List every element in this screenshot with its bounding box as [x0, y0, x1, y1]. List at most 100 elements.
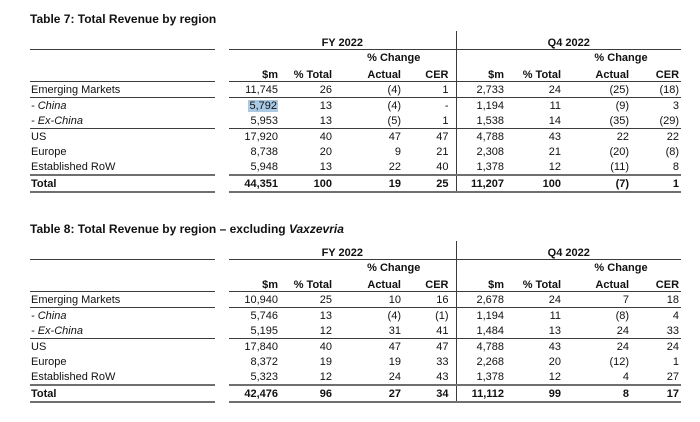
cell-q4-actual: 7 — [561, 291, 630, 308]
row-label: Established RoW — [31, 370, 116, 383]
cell-fy-actual: 22 — [388, 160, 401, 173]
header-spacer — [229, 50, 332, 65]
column-header-row: $m % Total Actual CER $m % Total Actual … — [30, 274, 682, 292]
header-spacer — [229, 260, 332, 275]
column-header-row: $m % Total Actual CER $m % Total Actual … — [30, 64, 682, 82]
fy-column-header-actual: Actual — [332, 274, 401, 292]
cell-fy-cer: 47 — [436, 130, 449, 143]
cell-fy-m: 8,738 — [250, 145, 278, 158]
table8-title-text: Table 8: Total Revenue by region – exclu… — [30, 222, 289, 236]
cell-fy-total: 12 — [319, 370, 332, 383]
fy-column-header-total: % Total — [278, 64, 332, 82]
cell-q4-m: 1,194 — [455, 97, 505, 113]
header-spacer — [455, 49, 562, 64]
cell-q4-m: 1,484 — [455, 323, 505, 339]
cell-fy-actual: 19 — [388, 355, 401, 368]
row-label: - Ex-China — [30, 323, 215, 339]
cell-fy-m: 42,476 — [229, 384, 278, 403]
table-row: US 17,920 40 47 47 4,788 43 22 22 — [30, 128, 681, 144]
cell-q4-total: 11 — [549, 309, 562, 322]
column-gap — [215, 354, 229, 369]
column-gap — [215, 159, 229, 175]
group-header-row: FY 2022 Q4 2022 — [30, 241, 682, 260]
q4-pct-change-label: % Change — [594, 262, 648, 274]
cell-fy-cer: 40 — [436, 160, 449, 173]
cell-q4-total: 21 — [548, 145, 562, 158]
cell-q4-cer: 17 — [629, 384, 682, 403]
q4-column-header-cer: CER — [629, 274, 682, 292]
table-row: Established RoW 5,323 12 24 43 1,378 12 4 27 — [30, 369, 681, 385]
table7-title-text: Table 7: Total Revenue by region — [30, 12, 217, 26]
cell-q4-cer: 8 — [672, 160, 680, 173]
cell-q4-m: 2,308 — [455, 144, 505, 159]
cell-q4-total: 14 — [504, 113, 562, 129]
cell-fy-total: 12 — [278, 323, 332, 339]
cell-q4-total: 43 — [548, 130, 562, 143]
cell-q4-actual: (25) — [561, 81, 630, 98]
cell-fy-total: 13 — [278, 113, 332, 129]
cell-fy-actual: 27 — [332, 384, 401, 403]
cell-q4-actual: 24 — [616, 340, 630, 353]
cell-fy-cer: 1 — [401, 113, 457, 129]
fy-pct-change-label: % Change — [367, 52, 421, 64]
cell-fy-total: 26 — [278, 81, 332, 98]
cell-fy-actual: 24 — [388, 370, 401, 383]
column-group-q42022: Q4 2022 — [455, 241, 682, 260]
q4-column-header-m: $m — [455, 64, 505, 82]
column-gap — [215, 175, 229, 192]
table8-title: Table 8: Total Revenue by region – exclu… — [30, 222, 681, 236]
column-gap — [215, 98, 229, 114]
cell-q4-cer: 27 — [666, 370, 680, 383]
table-row: - Ex-China 5,195 12 31 41 1,484 13 24 33 — [30, 323, 682, 339]
cell-q4-total: 13 — [504, 323, 562, 339]
table-row: US 17,840 40 47 47 4,788 43 24 24 — [30, 338, 681, 354]
cell-fy-total: 20 — [319, 145, 332, 158]
pct-change-header-row: % Change % Change — [30, 259, 681, 275]
cell-q4-actual: (7) — [561, 174, 630, 193]
q4-column-header-total: % Total — [504, 64, 562, 82]
fy-column-header-m: $m — [229, 64, 278, 82]
column-gap — [215, 64, 229, 82]
column-group-fy2022: FY 2022 — [229, 241, 457, 260]
cell-fy-actual: (5) — [332, 113, 401, 129]
row-label: US — [31, 130, 47, 143]
cell-q4-total: 12 — [548, 160, 562, 173]
fy-column-header-actual: Actual — [332, 64, 401, 82]
cell-q4-actual: 22 — [616, 130, 630, 143]
header-spacer — [30, 274, 215, 292]
header-spacer — [455, 259, 562, 274]
cell-fy-actual: (4) — [332, 81, 401, 98]
cell-fy-cer: 43 — [436, 370, 449, 383]
cell-q4-total: 24 — [504, 291, 562, 308]
column-gap — [215, 144, 229, 159]
cell-q4-total: 20 — [548, 355, 562, 368]
cell-q4-m: 1,194 — [455, 307, 505, 323]
cell-fy-total: 13 — [319, 99, 332, 112]
column-gap — [215, 308, 229, 324]
cell-q4-actual: 24 — [561, 323, 630, 339]
cell-q4-m: 1,538 — [455, 113, 505, 129]
cell-q4-cer: (18) — [629, 81, 682, 98]
total-row: Total 44,351 100 19 25 11,207 100 (7) 1 — [30, 174, 682, 193]
cell-fy-cer: 21 — [436, 145, 449, 158]
column-group-fy2022: FY 2022 — [229, 31, 457, 50]
cell-fy-cer: 16 — [401, 291, 457, 308]
cell-fy-m: 17,920 — [244, 130, 278, 143]
row-label: Europe — [31, 355, 67, 368]
cell-q4-cer: (29) — [629, 113, 682, 129]
cell-fy-total: 100 — [278, 174, 332, 193]
cell-fy-m: 10,940 — [229, 291, 278, 308]
cell-q4-actual: (8) — [615, 309, 630, 322]
cell-fy-m: 8,372 — [250, 355, 278, 368]
cell-fy-total: 13 — [319, 309, 332, 322]
cell-q4-actual: (9) — [615, 99, 630, 112]
cell-q4-cer: 1 — [629, 174, 682, 193]
cell-q4-m: 1,378 — [455, 159, 505, 175]
table-row: Established RoW 5,948 13 22 40 1,378 12 (11) 8 — [30, 159, 681, 175]
cell-fy-total: 96 — [278, 384, 332, 403]
cell-fy-cer: (1) — [435, 309, 449, 322]
row-label: - Ex-China — [30, 113, 215, 129]
column-gap — [215, 113, 229, 129]
cell-q4-total: 11 — [549, 99, 562, 112]
